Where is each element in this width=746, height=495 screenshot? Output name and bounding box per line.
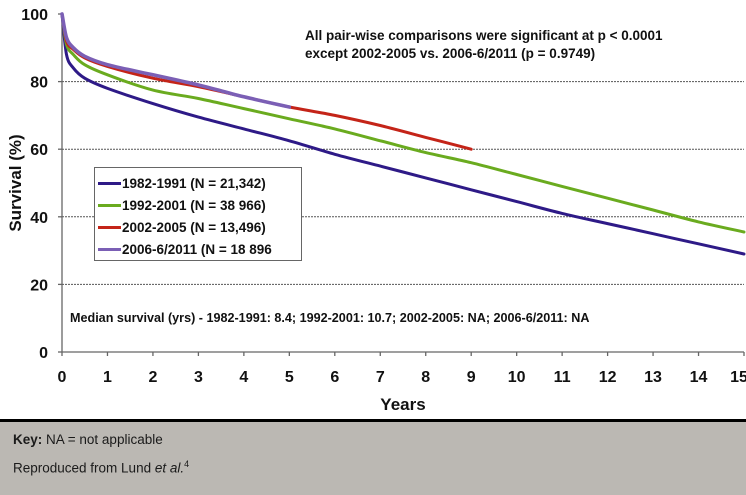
legend: 1982-1991 (N = 21,342) 1992-2001 (N = 38… (94, 167, 302, 261)
x-tick-label: 13 (644, 369, 662, 386)
x-tick-label: 0 (58, 369, 67, 386)
x-tick-label: 10 (508, 369, 526, 386)
x-tick-label: 15 (730, 369, 746, 386)
x-tick-label: 5 (285, 369, 294, 386)
legend-swatch (98, 203, 121, 207)
gridlines (62, 81, 744, 285)
y-tick-label: 60 (30, 142, 48, 159)
footer-panel: Key: NA = not applicable Reproduced from… (0, 422, 746, 495)
x-axis-label: Years (380, 395, 425, 414)
y-axis-label: Survival (%) (6, 134, 25, 231)
legend-label: 1992-2001 (N = 38 966) (122, 197, 266, 213)
x-tick-label: 7 (376, 369, 385, 386)
legend-swatch (98, 181, 121, 185)
x-tick-label: 12 (599, 369, 617, 386)
x-tick-label: 4 (239, 369, 248, 386)
x-tick-label: 9 (467, 369, 476, 386)
significance-annotation: All pair-wise comparisons were significa… (305, 27, 663, 63)
series-lines (60, 12, 746, 256)
x-tick-label: 11 (554, 369, 571, 386)
x-tick-label: 8 (421, 369, 430, 386)
key-text: NA = not applicable (42, 432, 163, 447)
series-line-2 (60, 12, 746, 234)
y-tick-label: 40 (30, 210, 48, 227)
series-line-4 (60, 12, 292, 109)
y-tick-label: 20 (30, 277, 48, 294)
y-tick-label: 100 (21, 7, 48, 24)
footer-divider (0, 419, 746, 422)
y-tick-label: 80 (30, 75, 48, 92)
x-tick-label: 3 (194, 369, 203, 386)
reference-text: Reproduced from Lund (13, 460, 155, 476)
reference-note: Reproduced from Lund et al.4 (13, 459, 189, 476)
key-note: Key: NA = not applicable (13, 432, 163, 447)
legend-item: 2006-6/2011 (N = 18 896 (98, 238, 301, 260)
significance-line-1: All pair-wise comparisons were significa… (305, 28, 663, 43)
x-tick-label: 2 (148, 369, 157, 386)
legend-label: 2006-6/2011 (N = 18 896 (122, 241, 272, 257)
axes (58, 13, 745, 356)
x-tick-label: 14 (690, 369, 708, 386)
x-tick-label: 6 (330, 369, 339, 386)
legend-swatch (98, 225, 121, 229)
legend-item: 1982-1991 (N = 21,342) (98, 172, 301, 194)
reference-superscript: 4 (184, 459, 190, 469)
legend-item: 2002-2005 (N = 13,496) (98, 216, 301, 238)
legend-swatch (98, 247, 121, 251)
x-tick-label: 1 (103, 369, 112, 386)
legend-label: 2002-2005 (N = 13,496) (122, 219, 266, 235)
reference-et-al: et al. (154, 460, 185, 476)
key-label: Key: (13, 432, 43, 447)
median-survival-annotation: Median survival (yrs) - 1982-1991: 8.4; … (70, 311, 590, 325)
legend-item: 1992-2001 (N = 38 966) (98, 194, 301, 216)
y-tick-label: 0 (39, 345, 48, 362)
significance-line-2: except 2002-2005 vs. 2006-6/2011 (p = 0.… (305, 46, 596, 61)
series-line-1 (60, 12, 746, 256)
legend-label: 1982-1991 (N = 21,342) (122, 175, 266, 191)
